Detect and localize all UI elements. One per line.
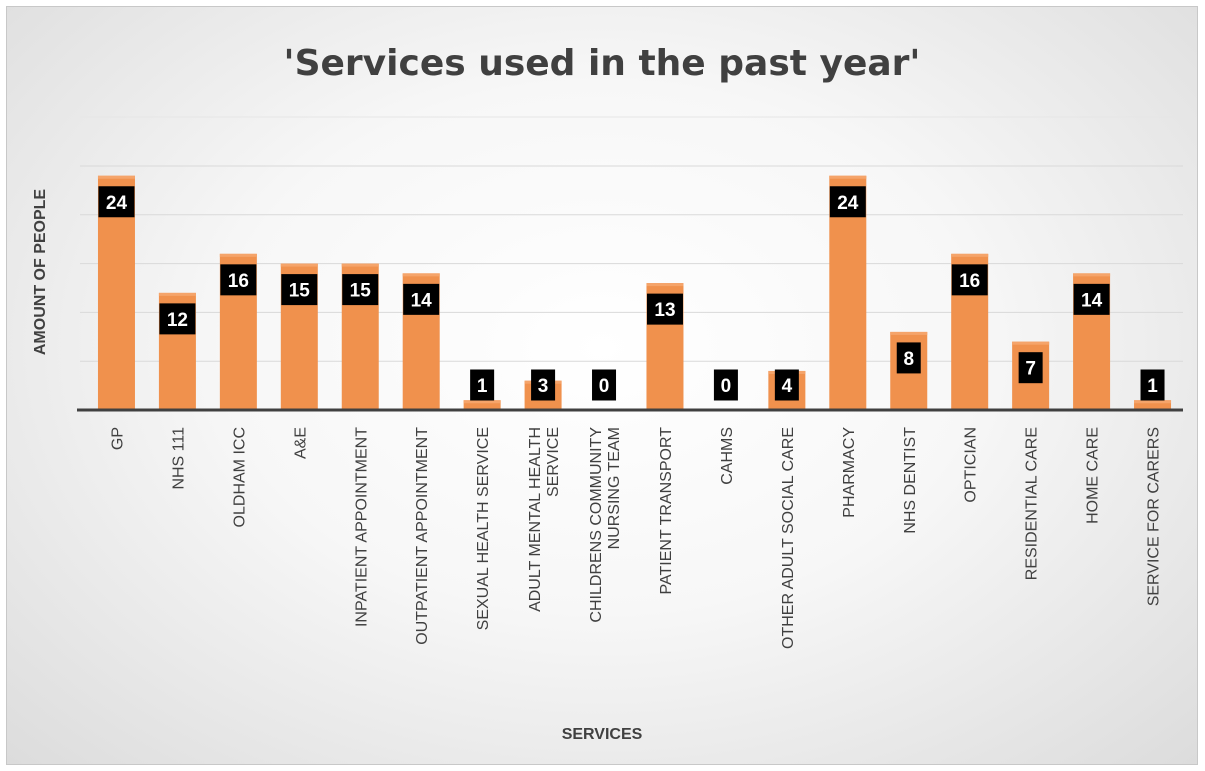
x-tick-label: PHARMACY	[841, 427, 858, 518]
x-tick-label: A&E	[292, 427, 309, 459]
x-tick-label: OUTPATIENT APPOINTMENT	[414, 427, 431, 645]
bar-highlight	[829, 175, 867, 179]
x-tick-label: CAHMS	[719, 427, 736, 485]
data-label-box	[774, 369, 799, 401]
data-label-box	[470, 369, 495, 401]
x-tick-label-line: NURSING TEAM	[606, 427, 623, 549]
data-label: 14	[411, 290, 433, 311]
bar-highlight	[646, 283, 684, 287]
bar-highlight	[97, 175, 135, 179]
x-tick-label-line: OTHER ADULT SOCIAL CARE	[780, 427, 797, 649]
x-tick-label-line: CAHMS	[719, 427, 736, 485]
data-label-box	[98, 186, 135, 218]
data-label-box	[829, 186, 866, 218]
x-tick-label-line: GP	[109, 427, 126, 450]
data-label-box	[281, 274, 318, 306]
bar-highlight	[1012, 341, 1050, 345]
data-label-box	[592, 369, 617, 401]
x-tick-label: OLDHAM ICC	[231, 427, 248, 527]
x-tick-label: SERVICE FOR CARERS	[1146, 427, 1163, 606]
data-label: 14	[1081, 290, 1103, 311]
data-label-box	[896, 342, 921, 374]
data-label-box	[1018, 352, 1043, 384]
x-tick-label-line: SERVICE	[545, 427, 562, 497]
x-tick-label-line: PATIENT TRANSPORT	[658, 427, 675, 595]
x-tick-label-line: SEXUAL HEALTH SERVICE	[475, 427, 492, 630]
data-label: 4	[782, 376, 793, 397]
x-tick-label-line: NHS DENTIST	[902, 427, 919, 534]
data-label: 12	[167, 310, 188, 331]
data-label: 16	[228, 271, 249, 292]
x-tick-label: SEXUAL HEALTH SERVICE	[475, 427, 492, 630]
x-tick-label-line: OPTICIAN	[963, 427, 980, 503]
data-label: 24	[106, 193, 128, 214]
bar-highlight	[341, 263, 379, 267]
x-tick-label: HOME CARE	[1085, 427, 1102, 524]
x-tick-label-line: PHARMACY	[841, 427, 858, 518]
x-tick-label: RESIDENTIAL CARE	[1024, 427, 1041, 580]
data-label: 7	[1025, 359, 1036, 380]
x-tick-label-line: RESIDENTIAL CARE	[1024, 427, 1041, 580]
x-tick-label-line: HOME CARE	[1085, 427, 1102, 524]
x-tick-label: GP	[109, 427, 126, 450]
data-label: 1	[1147, 376, 1158, 397]
x-tick-label-line: OUTPATIENT APPOINTMENT	[414, 427, 431, 645]
data-label-box	[1140, 369, 1165, 401]
data-label: 24	[837, 193, 859, 214]
data-label-box	[646, 293, 683, 325]
data-label: 1	[477, 376, 488, 397]
bar-highlight	[158, 292, 196, 296]
data-label: 15	[350, 281, 372, 302]
bar-highlight	[1134, 400, 1172, 404]
data-label: 8	[903, 349, 914, 370]
data-label-box	[531, 369, 556, 401]
bar-highlight	[890, 331, 928, 335]
data-label-box	[159, 303, 196, 335]
x-tick-label: OPTICIAN	[963, 427, 980, 503]
bar	[1134, 400, 1172, 410]
bar-highlight	[280, 263, 318, 267]
x-tick-label: CHILDRENS COMMUNITY NURSING TEAM	[588, 427, 623, 623]
bar-highlight	[951, 253, 989, 257]
x-tick-label-line: ADULT MENTAL HEALTH	[527, 427, 544, 612]
bar-highlight	[402, 273, 440, 277]
data-label: 16	[959, 271, 980, 292]
x-tick-label: PATIENT TRANSPORT	[658, 427, 675, 595]
bar-highlight	[219, 253, 257, 257]
x-tick-label: OTHER ADULT SOCIAL CARE	[780, 427, 797, 649]
data-label-box	[403, 283, 440, 315]
data-label-box	[220, 264, 257, 296]
x-tick-label: INPATIENT APPOINTMENT	[353, 427, 370, 627]
bar	[463, 400, 501, 410]
x-tick-label: NHS 111	[170, 427, 187, 490]
data-label: 15	[289, 281, 311, 302]
x-axis-title: SERVICES	[561, 726, 643, 743]
data-label-box	[342, 274, 379, 306]
x-tick-label-line: INPATIENT APPOINTMENT	[353, 427, 370, 627]
x-tick-label: NHS DENTIST	[902, 427, 919, 534]
bar-highlight	[1073, 273, 1111, 277]
x-tick-label-line: A&E	[292, 427, 309, 459]
x-tick-label-line: CHILDRENS COMMUNITY	[588, 427, 605, 623]
x-tick-label-line: SERVICE FOR CARERS	[1146, 427, 1163, 606]
data-label-box	[1073, 283, 1110, 315]
x-tick-label-line: OLDHAM ICC	[231, 427, 248, 527]
bar-highlight	[463, 400, 501, 404]
data-label-box	[713, 369, 738, 401]
chart-title: 'Services used in the past year'	[283, 43, 921, 84]
data-label: 0	[721, 376, 732, 397]
data-label-box	[951, 264, 988, 296]
data-label: 0	[599, 376, 610, 397]
x-tick-label-line: NHS 111	[170, 427, 187, 490]
x-tick-label: ADULT MENTAL HEALTH SERVICE	[527, 427, 562, 612]
data-label: 3	[538, 376, 549, 397]
data-label: 13	[654, 300, 675, 321]
